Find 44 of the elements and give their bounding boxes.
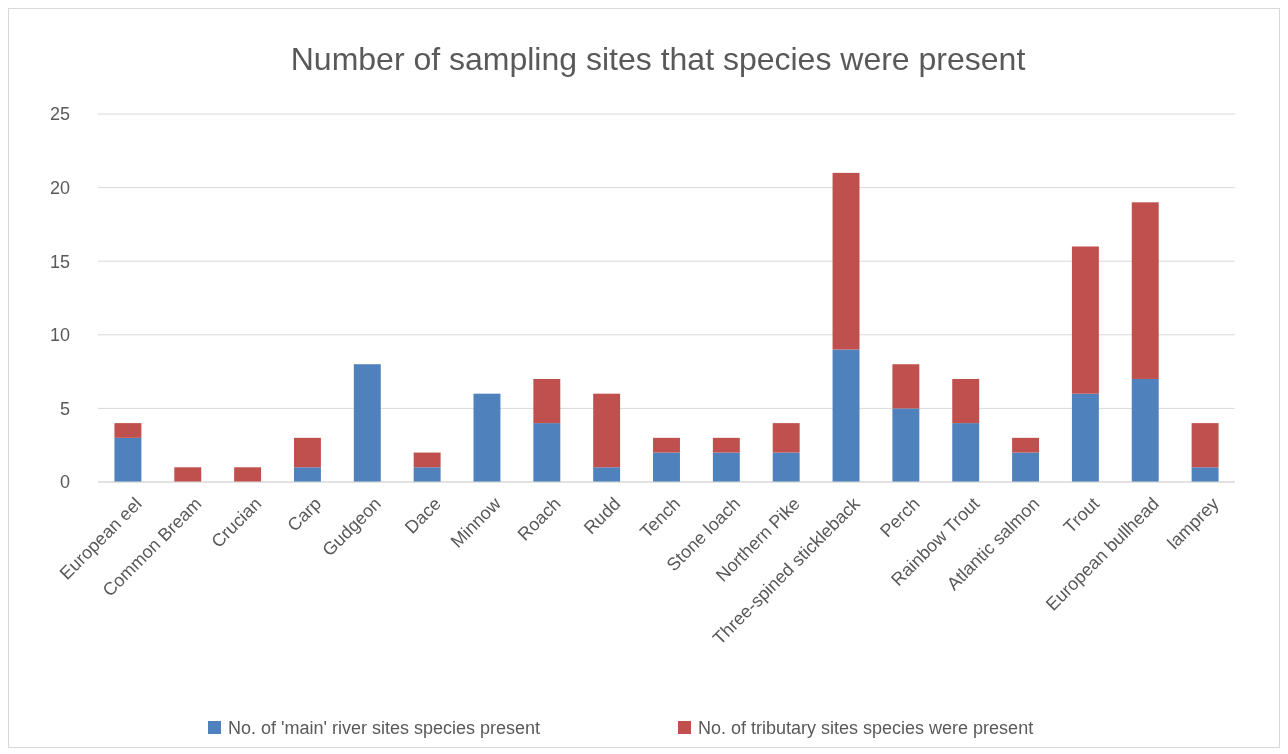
bar (1191, 423, 1219, 468)
y-tick-label: 25 (49, 104, 70, 125)
x-tick-label: Carp (283, 493, 326, 536)
bar (772, 423, 800, 453)
y-tick-label: 10 (49, 325, 70, 346)
bar (1012, 452, 1040, 482)
bar (952, 423, 980, 482)
bar (712, 452, 740, 482)
bar (1191, 467, 1219, 482)
bar (653, 452, 680, 482)
bar (892, 364, 920, 409)
bar (293, 467, 321, 482)
bar (413, 467, 441, 482)
bar (593, 393, 621, 468)
bar (1012, 437, 1040, 453)
y-tick-label: 15 (49, 251, 70, 272)
bar (772, 452, 800, 482)
bar (533, 378, 561, 424)
bar (1071, 393, 1099, 482)
bar (952, 378, 980, 424)
bar (174, 467, 202, 482)
bar (293, 437, 321, 468)
bar (712, 437, 740, 453)
bar (413, 452, 441, 468)
bar (1131, 378, 1159, 482)
bar (114, 437, 142, 482)
y-tick-label: 5 (59, 398, 70, 419)
y-tick-label: 0 (59, 472, 70, 493)
bar (234, 467, 262, 482)
bar (832, 172, 860, 350)
bar (832, 349, 860, 482)
bar (653, 437, 680, 453)
bar (892, 408, 920, 482)
legend-label: No. of tributary sites species were present (698, 718, 1034, 739)
bar (353, 364, 381, 482)
bar (1131, 202, 1159, 379)
bar (1071, 246, 1099, 394)
bar (533, 423, 561, 482)
legend-label: No. of 'main' river sites species present (228, 718, 540, 739)
chart-title: Number of sampling sites that species were present (290, 41, 1026, 77)
bar (114, 423, 142, 438)
bar (593, 467, 621, 482)
y-tick-label: 20 (49, 177, 70, 198)
bar (473, 393, 501, 482)
